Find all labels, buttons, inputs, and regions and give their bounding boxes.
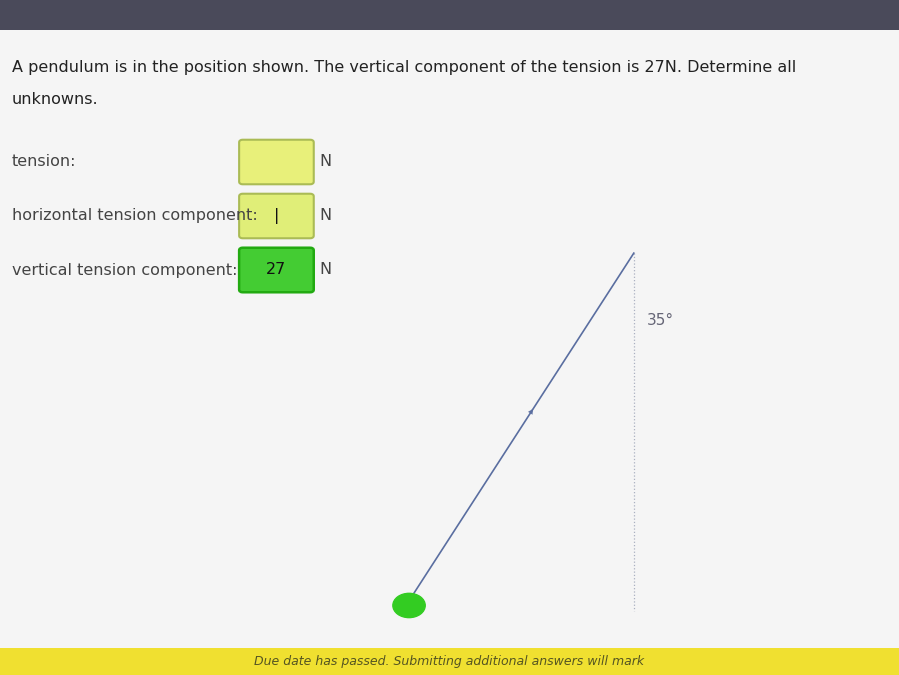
Text: 35°: 35° — [647, 313, 674, 328]
Text: N: N — [319, 263, 331, 277]
Text: A pendulum is in the position shown. The vertical component of the tension is 27: A pendulum is in the position shown. The… — [12, 60, 796, 75]
Text: N: N — [319, 155, 331, 169]
Text: |: | — [274, 208, 279, 224]
Text: tension:: tension: — [12, 155, 76, 169]
FancyBboxPatch shape — [239, 140, 314, 184]
Text: Due date has passed. Submitting additional answers will mark: Due date has passed. Submitting addition… — [254, 655, 645, 668]
FancyBboxPatch shape — [239, 194, 314, 238]
FancyBboxPatch shape — [239, 248, 314, 292]
Text: N: N — [319, 209, 331, 223]
Bar — [0, 648, 899, 675]
Text: vertical tension component:: vertical tension component: — [12, 263, 237, 277]
Text: unknowns.: unknowns. — [12, 92, 98, 107]
Bar — [0, 0, 899, 30]
Text: 27: 27 — [266, 263, 287, 277]
Text: horizontal tension component:: horizontal tension component: — [12, 209, 257, 223]
Circle shape — [393, 593, 425, 618]
